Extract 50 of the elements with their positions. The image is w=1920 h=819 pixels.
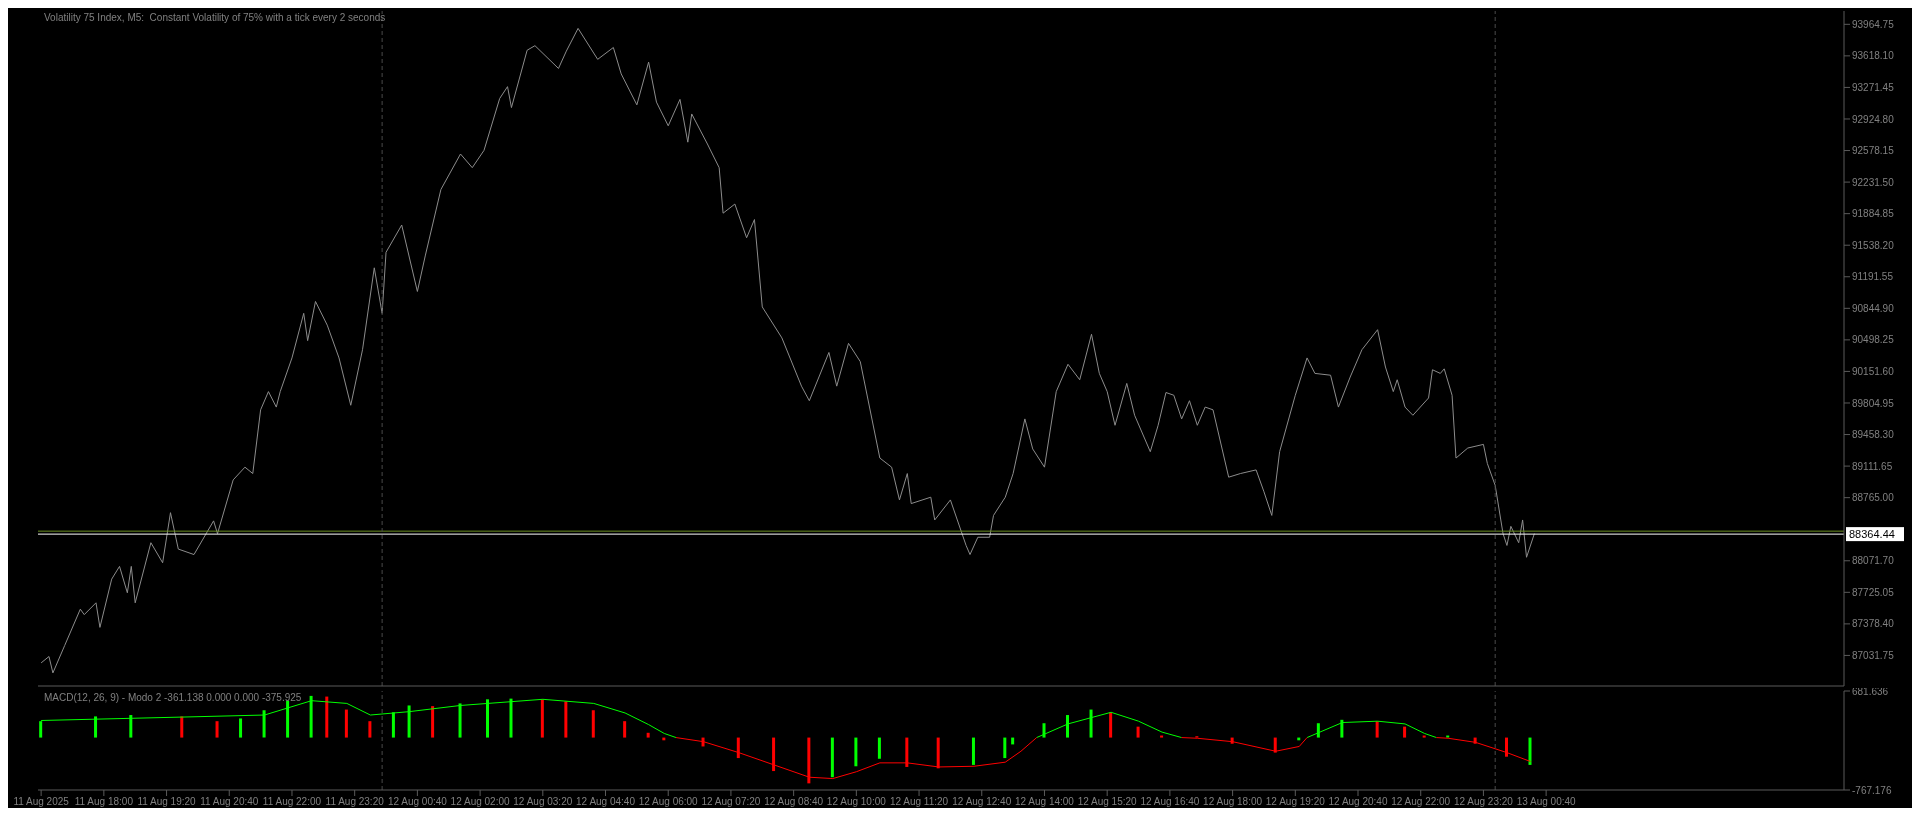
y-tick-label: 88071.70 — [1852, 555, 1895, 567]
y-tick-label: 87031.75 — [1852, 649, 1895, 661]
y-tick-label: 91538.20 — [1852, 239, 1895, 251]
x-tick-label: 11 Aug 23:20 — [325, 796, 385, 808]
x-tick-label: 12 Aug 07:20 — [701, 796, 761, 808]
x-tick-label: 12 Aug 19:20 — [1265, 796, 1326, 808]
y-tick-label: 89111.65 — [1852, 460, 1893, 472]
y-tick-label: 91884.85 — [1852, 208, 1895, 220]
y-tick-label: 89458.30 — [1852, 429, 1895, 441]
x-tick-label: 12 Aug 23:20 — [1453, 796, 1514, 808]
x-tick-label: 11 Aug 2025 — [13, 796, 70, 808]
x-tick-label: 12 Aug 00:40 — [387, 796, 448, 808]
y-tick-label: 93271.45 — [1852, 81, 1895, 93]
y-tick-label: 87378.40 — [1852, 618, 1895, 630]
x-tick-label: 12 Aug 15:20 — [1077, 796, 1138, 808]
y-tick-label: 91191.55 — [1852, 271, 1894, 283]
x-tick-label: 12 Aug 18:00 — [1203, 796, 1263, 808]
y-tick-label: 92231.50 — [1852, 176, 1895, 188]
ref-line-label: 88364.44 — [1849, 528, 1895, 541]
chart-title: MACD(12, 26, 9) - Modo 2 -361.138 0.000 0.000 -375.925 — [44, 692, 302, 703]
y-tick-label: 92578.15 — [1852, 145, 1895, 157]
x-tick-label: 12 Aug 22:00 — [1391, 796, 1451, 808]
y-tick-label: 93618.10 — [1852, 50, 1895, 62]
y-tick-label: 681.636 — [1852, 685, 1889, 697]
x-tick-label: 12 Aug 12:40 — [952, 796, 1012, 808]
x-tick-label: 11 Aug 22:00 — [262, 796, 322, 808]
y-tick-label: -767.176 — [1852, 784, 1892, 796]
x-tick-label: 12 Aug 16:40 — [1140, 796, 1200, 808]
x-tick-label: 11 Aug 18:00 — [74, 796, 134, 808]
x-tick-label: 12 Aug 02:00 — [450, 796, 510, 808]
y-tick-label: 89804.95 — [1852, 397, 1895, 409]
x-tick-label: 12 Aug 20:40 — [1328, 796, 1388, 808]
y-tick-label: 87725.05 — [1852, 586, 1895, 598]
x-tick-label: 12 Aug 06:00 — [638, 796, 699, 808]
chart-title: Volatility 75 Index, M5: Constant Volatility of 75% with a tick every 2 seconds — [44, 12, 386, 23]
y-tick-label: 90151.60 — [1852, 365, 1895, 377]
x-tick-label: 13 Aug 00:40 — [1516, 796, 1577, 808]
x-tick-label: 12 Aug 03:20 — [513, 796, 573, 808]
x-tick-label: 12 Aug 14:00 — [1014, 796, 1075, 808]
y-tick-label: 90844.90 — [1852, 302, 1895, 314]
x-tick-label: 11 Aug 19:20 — [137, 796, 197, 808]
y-tick-label: 93964.75 — [1852, 18, 1895, 30]
x-tick-label: 12 Aug 08:40 — [764, 796, 824, 808]
y-tick-label: 92924.80 — [1852, 113, 1895, 125]
x-tick-label: 12 Aug 10:00 — [826, 796, 887, 808]
x-tick-label: 12 Aug 04:40 — [576, 796, 636, 808]
y-tick-label: 88765.00 — [1852, 492, 1895, 504]
x-tick-label: 12 Aug 11:20 — [889, 796, 949, 808]
x-tick-label: 11 Aug 20:40 — [200, 796, 259, 808]
y-tick-label: 90498.25 — [1852, 334, 1895, 346]
